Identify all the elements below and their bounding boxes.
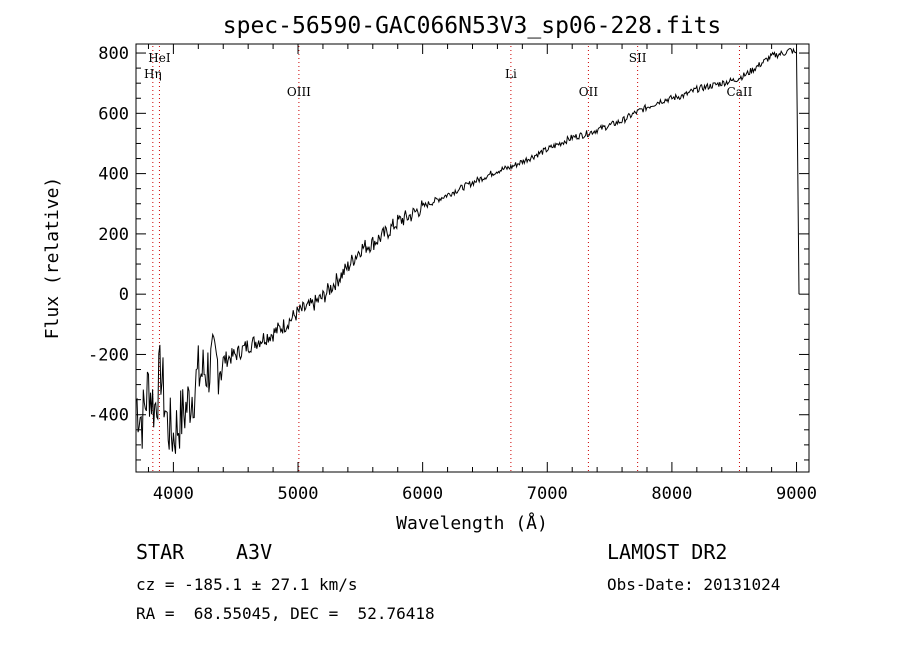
spectrum-series-line: [135, 47, 800, 454]
x-tick-label: 6000: [402, 484, 443, 504]
x-tick-label: 5000: [278, 484, 319, 504]
spectral-line-markers: HeI Hη OIII Li OII SII CaII: [144, 46, 753, 472]
x-tick-label: 8000: [651, 484, 692, 504]
plot-frame: [135, 43, 810, 473]
spectral-line-label: OII: [579, 85, 599, 99]
spectral-line-label: HeI: [148, 51, 171, 65]
chart-title: spec-56590-GAC066N53V3_sp06-228.fits: [223, 13, 722, 39]
y-tick-label: -400: [88, 406, 129, 426]
object-class: STAR: [136, 540, 185, 564]
y-tick-label: 200: [98, 225, 129, 245]
spectral-line-label: SII: [629, 51, 647, 65]
y-tick-label: 400: [98, 165, 129, 185]
y-tick-label: -200: [88, 345, 129, 365]
coordinates: RA = 68.55045, DEC = 52.76418: [136, 604, 435, 623]
y-tick-label: 0: [119, 285, 129, 305]
y-axis-ticks: -400 -200 0 200 400 600 800: [88, 44, 809, 461]
x-axis-ticks: 4000 5000 6000 7000 8000 9000: [147, 44, 817, 504]
x-tick-label: 7000: [527, 484, 568, 504]
x-axis-label: Wavelength (Å): [396, 512, 548, 534]
spectral-line-label: OIII: [287, 85, 311, 99]
spectral-line-label: Li: [505, 67, 517, 81]
object-subclass: A3V: [236, 540, 273, 564]
observation-date: Obs-Date: 20131024: [607, 575, 781, 594]
survey-name: LAMOST DR2: [607, 540, 728, 564]
y-axis-label: Flux (relative): [42, 177, 63, 340]
y-tick-label: 800: [98, 44, 129, 64]
x-tick-label: 4000: [153, 484, 194, 504]
y-tick-label: 600: [98, 104, 129, 124]
redshift-velocity: cz = -185.1 ± 27.1 km/s: [136, 575, 358, 594]
x-tick-label: 9000: [776, 484, 817, 504]
spectral-line-label: CaII: [727, 85, 753, 99]
spectral-line-label: Hη: [144, 67, 162, 81]
